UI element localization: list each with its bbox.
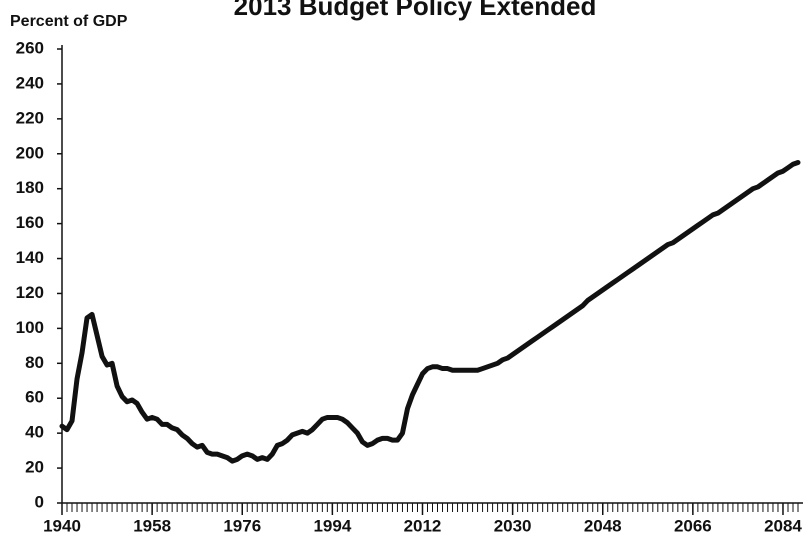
y-tick-label: 100 bbox=[16, 318, 44, 337]
x-tick-label: 1976 bbox=[223, 516, 261, 535]
x-tick-label: 2048 bbox=[584, 516, 622, 535]
x-tick-label: 1940 bbox=[43, 516, 81, 535]
y-tick-label: 0 bbox=[35, 492, 44, 511]
y-tick-label: 120 bbox=[16, 283, 44, 302]
y-tick-label: 220 bbox=[16, 108, 44, 127]
y-tick-label: 140 bbox=[16, 248, 44, 267]
y-axis-label: Percent of GDP bbox=[10, 13, 128, 30]
data-line bbox=[59, 160, 801, 464]
y-tick-label: 20 bbox=[25, 458, 44, 477]
y-tick-label: 40 bbox=[25, 423, 44, 442]
x-tick-label: 2030 bbox=[494, 516, 532, 535]
x-tick-label: 1994 bbox=[313, 516, 351, 535]
x-tick-label: 1958 bbox=[133, 516, 171, 535]
x-tick-label: 2012 bbox=[404, 516, 442, 535]
y-tick-label: 200 bbox=[16, 143, 44, 162]
y-tick-label: 60 bbox=[25, 388, 44, 407]
chart-title: 2013 Budget Policy Extended bbox=[234, 0, 597, 21]
y-tick-label: 260 bbox=[16, 38, 44, 57]
x-tick-label: 2066 bbox=[674, 516, 712, 535]
y-tick-label: 180 bbox=[16, 178, 44, 197]
y-tick-label: 240 bbox=[16, 73, 44, 92]
x-tick-label: 2084 bbox=[764, 516, 802, 535]
y-tick-label: 160 bbox=[16, 213, 44, 232]
y-tick-label: 80 bbox=[25, 353, 44, 372]
